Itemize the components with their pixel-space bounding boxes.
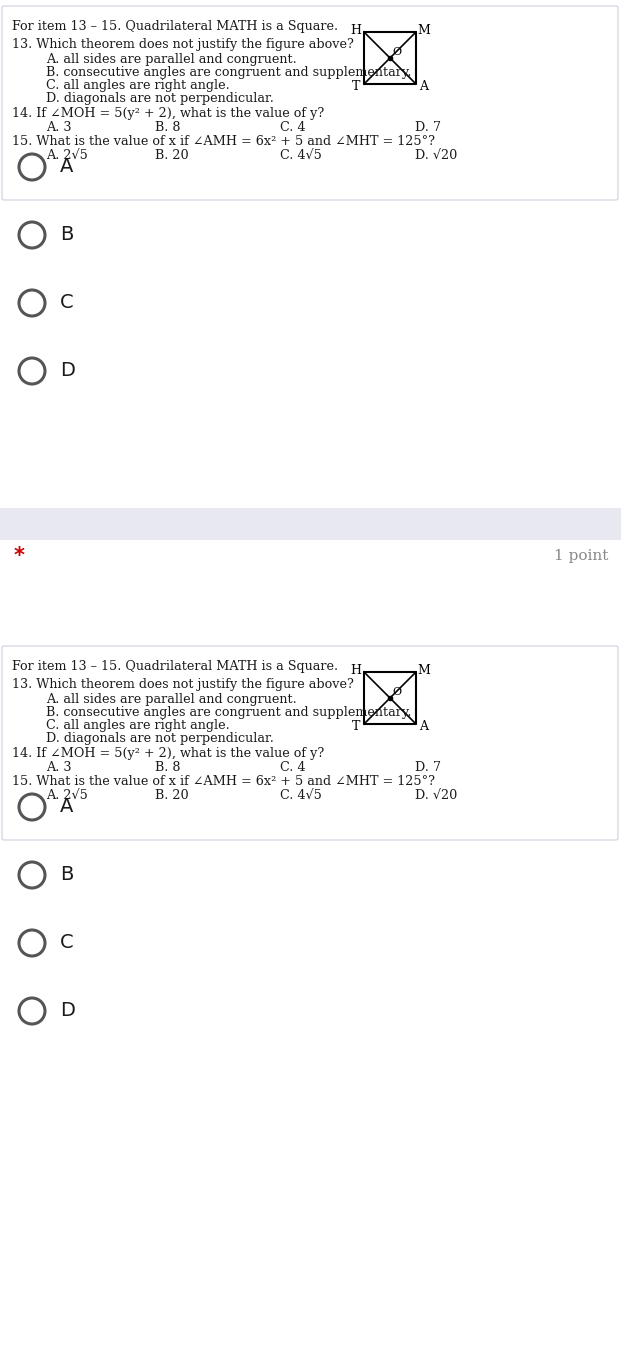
Text: 15. What is the value of x if ∠AMH = 6x² + 5 and ∠MHT = 125°?: 15. What is the value of x if ∠AMH = 6x²…	[12, 135, 435, 148]
Text: 1 point: 1 point	[554, 549, 608, 563]
Text: B. consecutive angles are congruent and supplementary.: B. consecutive angles are congruent and …	[46, 706, 412, 719]
FancyBboxPatch shape	[2, 5, 618, 200]
Text: B: B	[60, 226, 73, 245]
Text: C. all angles are right angle.: C. all angles are right angle.	[46, 719, 230, 732]
Text: A. all sides are parallel and congruent.: A. all sides are parallel and congruent.	[46, 694, 297, 706]
Text: T: T	[352, 79, 360, 92]
Text: M: M	[417, 23, 430, 37]
Text: C. 4: C. 4	[280, 121, 306, 135]
Text: A: A	[60, 797, 73, 816]
Text: O: O	[392, 48, 402, 57]
Text: B: B	[60, 865, 73, 884]
Text: D. 7: D. 7	[415, 762, 441, 774]
Text: C: C	[60, 933, 74, 952]
Text: B. 8: B. 8	[155, 762, 181, 774]
Text: O: O	[392, 687, 402, 696]
Text: B. consecutive angles are congruent and supplementary.: B. consecutive angles are congruent and …	[46, 67, 412, 79]
Text: 13. Which theorem does not justify the figure above?: 13. Which theorem does not justify the f…	[12, 679, 354, 691]
Text: D. diagonals are not perpendicular.: D. diagonals are not perpendicular.	[46, 92, 274, 105]
Text: A. 3: A. 3	[46, 121, 71, 135]
Text: *: *	[14, 545, 25, 566]
Text: C. 4: C. 4	[280, 762, 306, 774]
Text: A. 2√5: A. 2√5	[46, 150, 88, 162]
Text: 14. If ∠MOH = 5(y² + 2), what is the value of y?: 14. If ∠MOH = 5(y² + 2), what is the val…	[12, 107, 324, 120]
Text: D. 7: D. 7	[415, 121, 441, 135]
FancyBboxPatch shape	[2, 646, 618, 840]
Text: H: H	[350, 664, 361, 676]
Text: D. √20: D. √20	[415, 150, 457, 162]
Text: A. all sides are parallel and congruent.: A. all sides are parallel and congruent.	[46, 53, 297, 67]
FancyBboxPatch shape	[0, 509, 621, 540]
Text: B. 20: B. 20	[155, 789, 189, 802]
Text: D: D	[60, 1001, 75, 1020]
Text: H: H	[350, 23, 361, 37]
Text: B. 20: B. 20	[155, 150, 189, 162]
Text: D. diagonals are not perpendicular.: D. diagonals are not perpendicular.	[46, 732, 274, 745]
Text: A: A	[420, 719, 428, 733]
Text: D: D	[60, 362, 75, 381]
Text: C. all angles are right angle.: C. all angles are right angle.	[46, 79, 230, 92]
Text: A. 2√5: A. 2√5	[46, 789, 88, 802]
Text: C. 4√5: C. 4√5	[280, 150, 322, 162]
Text: For item 13 – 15. Quadrilateral MATH is a Square.: For item 13 – 15. Quadrilateral MATH is …	[12, 660, 338, 673]
Text: 15. What is the value of x if ∠AMH = 6x² + 5 and ∠MHT = 125°?: 15. What is the value of x if ∠AMH = 6x²…	[12, 775, 435, 787]
Text: B. 8: B. 8	[155, 121, 181, 135]
Text: C: C	[60, 294, 74, 313]
Text: 13. Which theorem does not justify the figure above?: 13. Which theorem does not justify the f…	[12, 38, 354, 50]
Text: For item 13 – 15. Quadrilateral MATH is a Square.: For item 13 – 15. Quadrilateral MATH is …	[12, 20, 338, 33]
Text: 14. If ∠MOH = 5(y² + 2), what is the value of y?: 14. If ∠MOH = 5(y² + 2), what is the val…	[12, 747, 324, 760]
Text: C. 4√5: C. 4√5	[280, 789, 322, 802]
Text: A: A	[420, 79, 428, 92]
Text: T: T	[352, 719, 360, 733]
Text: A: A	[60, 158, 73, 177]
Text: M: M	[417, 664, 430, 676]
Text: A. 3: A. 3	[46, 762, 71, 774]
Text: D. √20: D. √20	[415, 789, 457, 802]
